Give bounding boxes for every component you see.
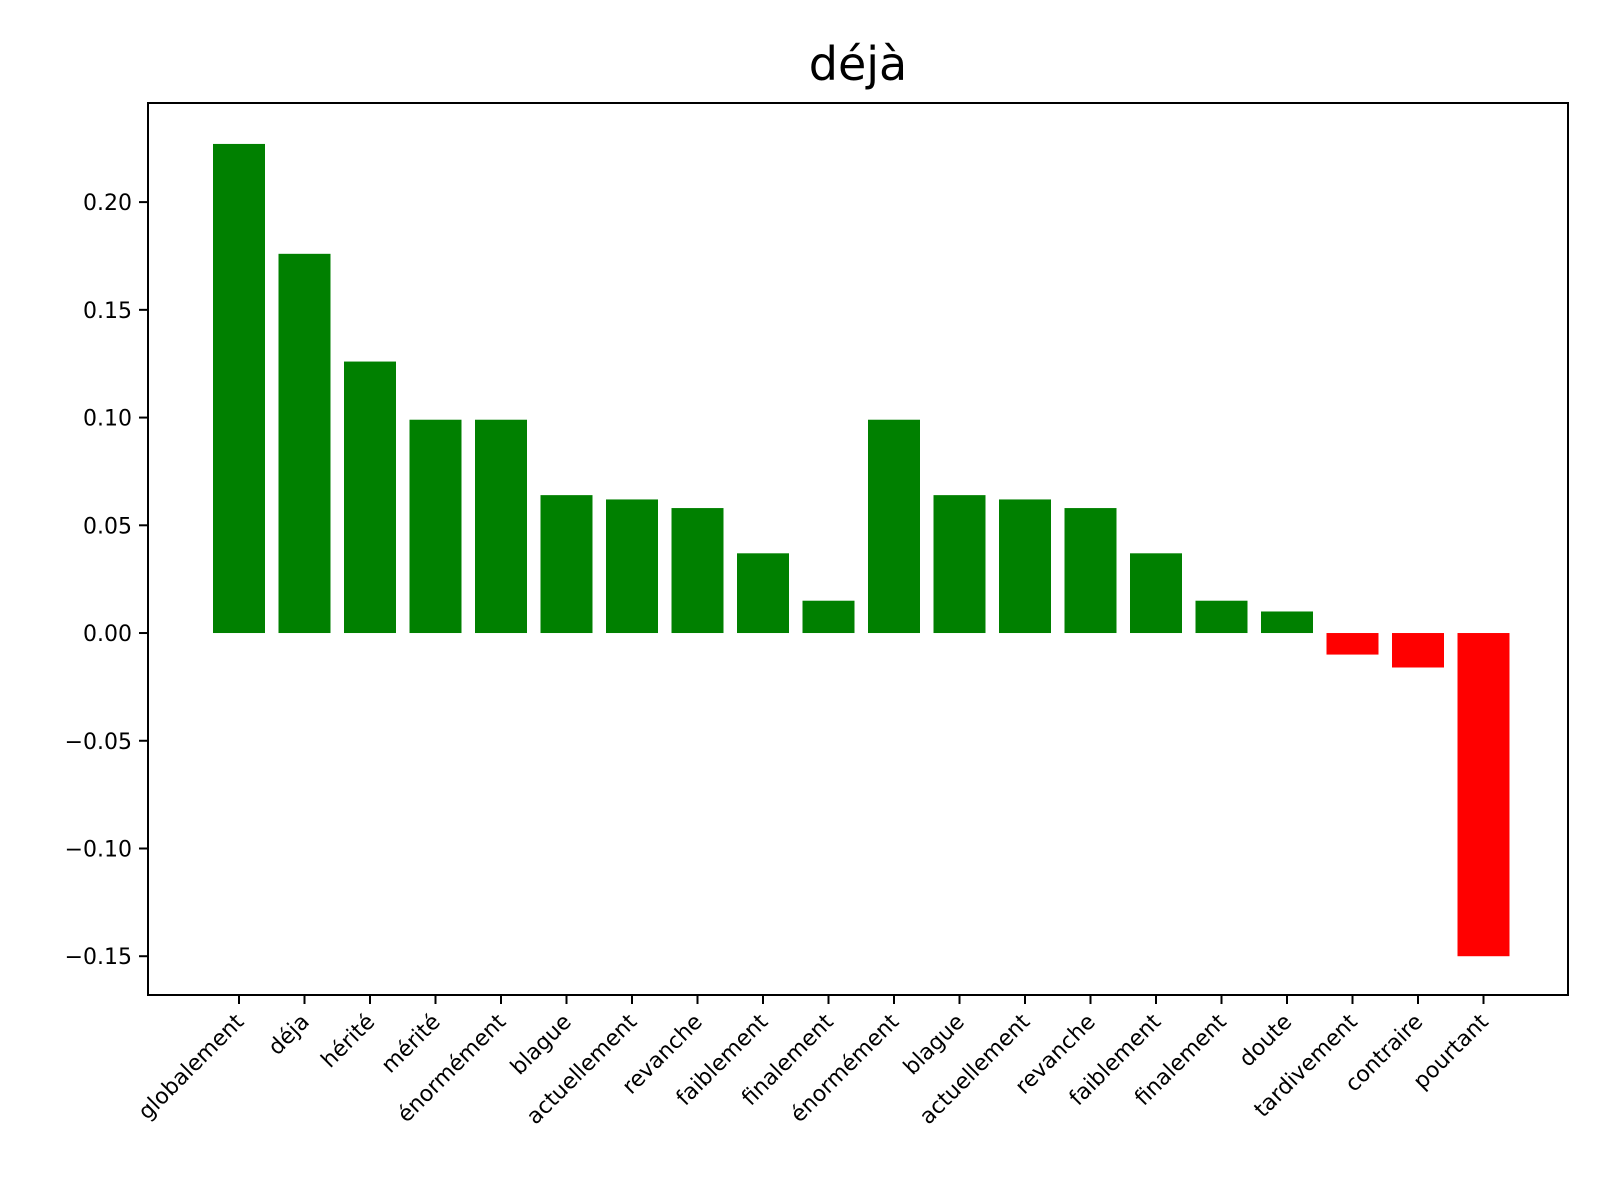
bar-0	[213, 143, 265, 634]
y-tick-label: 0.10	[83, 407, 132, 432]
bar-12	[999, 499, 1051, 634]
bar-13	[1064, 508, 1117, 634]
bar-16	[1261, 611, 1313, 634]
bar-6	[606, 499, 658, 634]
y-tick-label: 0.15	[83, 299, 132, 324]
bar-8	[737, 553, 789, 634]
y-tick-label: −0.10	[65, 837, 132, 862]
bar-5	[540, 495, 593, 634]
bars-group	[213, 143, 1510, 957]
bar-19	[1457, 633, 1510, 957]
y-tick-label: 0.05	[83, 514, 132, 539]
plot-frame	[147, 102, 1569, 996]
bar-10	[868, 419, 920, 634]
bar-2	[344, 361, 396, 634]
y-tick-label: −0.05	[65, 730, 132, 755]
y-tick-label: 0.00	[83, 622, 132, 647]
chart-title: déjà	[809, 37, 907, 91]
bar-1	[278, 253, 331, 634]
bar-18	[1392, 633, 1444, 668]
bar-11	[933, 495, 986, 634]
bar-17	[1326, 633, 1379, 655]
bar-4	[475, 419, 527, 634]
bar-15	[1195, 600, 1248, 634]
y-tick-label: −0.15	[65, 945, 132, 970]
y-axis: −0.15 −0.10 −0.05 0.00 0.05 0.10 0.15 0.20	[65, 191, 148, 970]
bar-7	[671, 508, 724, 634]
bar-9	[802, 600, 855, 634]
bar-3	[409, 419, 462, 634]
y-tick-label: 0.20	[83, 191, 132, 216]
bar-14	[1130, 553, 1182, 634]
